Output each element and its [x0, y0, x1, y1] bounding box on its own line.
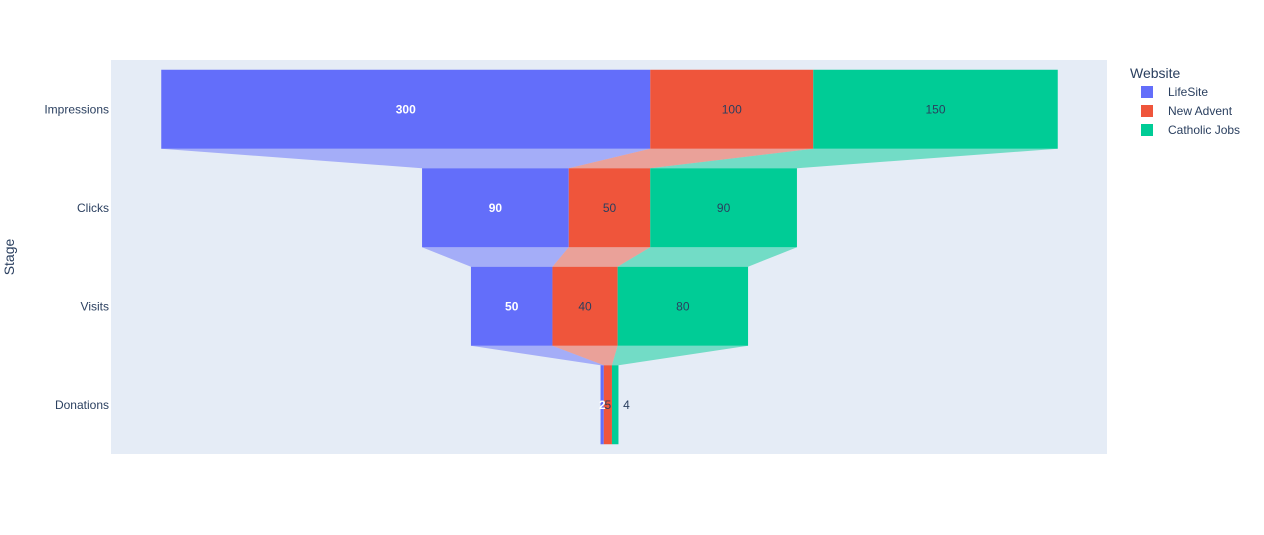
bar-label-catholic-jobs-visits: 80 — [676, 299, 690, 313]
legend-title: Website — [1130, 65, 1181, 81]
bar-label-new-advent-donations: 5 — [605, 398, 612, 412]
connector-lifesite-2 — [470, 345, 604, 366]
connector-layer — [161, 148, 1058, 366]
bar-new-advent-visits[interactable] — [552, 266, 618, 346]
y-tick-visits: Visits — [81, 299, 109, 313]
bar-label-layer: 300 100 150 90 50 90 50 40 80 2 5 4 — [396, 102, 946, 412]
legend-swatch-new-advent — [1141, 105, 1153, 117]
legend-label-catholic-jobs: Catholic Jobs — [1168, 123, 1240, 137]
bar-label-lifesite-donations: 2 — [599, 398, 606, 412]
bar-lifesite-impressions[interactable] — [161, 69, 651, 149]
bar-catholic-jobs-donations[interactable] — [611, 365, 619, 445]
legend-item-lifesite[interactable]: LifeSite — [1141, 85, 1208, 99]
bar-catholic-jobs-clicks[interactable] — [650, 168, 797, 248]
y-tick-donations: Donations — [55, 398, 109, 412]
bar-lifesite-visits[interactable] — [470, 266, 553, 346]
bar-new-advent-clicks[interactable] — [568, 168, 651, 248]
legend-swatch-catholic-jobs — [1141, 124, 1153, 136]
bar-label-catholic-jobs-donations: 4 — [623, 398, 630, 412]
legend-items: LifeSite New Advent Catholic Jobs — [1141, 85, 1240, 137]
connector-catholic-jobs-1 — [617, 247, 797, 267]
bar-label-new-advent-impressions: 100 — [722, 102, 742, 116]
y-tick-clicks: Clicks — [77, 201, 109, 215]
bar-catholic-jobs-impressions[interactable] — [813, 69, 1058, 149]
bar-label-catholic-jobs-impressions: 150 — [925, 102, 945, 116]
connector-new-advent-2 — [552, 345, 618, 366]
y-axis-tick-labels: Impressions Clicks Visits Donations — [44, 102, 109, 412]
connector-lifesite-1 — [422, 247, 569, 267]
connector-catholic-jobs-2 — [611, 345, 749, 366]
bar-new-advent-impressions[interactable] — [650, 69, 814, 149]
bar-new-advent-donations[interactable] — [603, 365, 612, 445]
connector-catholic-jobs-0 — [650, 148, 1058, 169]
connector-lifesite-0 — [161, 148, 651, 169]
bar-label-new-advent-clicks: 50 — [603, 201, 617, 215]
bar-lifesite-clicks[interactable] — [422, 168, 569, 248]
connector-new-advent-1 — [552, 247, 651, 267]
y-tick-impressions: Impressions — [44, 102, 109, 116]
legend-item-catholic-jobs[interactable]: Catholic Jobs — [1141, 123, 1240, 137]
bar-catholic-jobs-visits[interactable] — [617, 266, 749, 346]
bar-lifesite-donations[interactable] — [600, 365, 604, 445]
legend[interactable]: Website LifeSite New Advent Catholic Jobs — [1130, 65, 1240, 137]
bar-label-catholic-jobs-clicks: 90 — [717, 201, 731, 215]
bar-label-lifesite-clicks: 90 — [489, 201, 503, 215]
bar-label-lifesite-impressions: 300 — [396, 102, 416, 116]
legend-item-new-advent[interactable]: New Advent — [1141, 104, 1233, 118]
bar-layer — [161, 69, 1058, 445]
bar-label-lifesite-visits: 50 — [505, 299, 519, 313]
legend-label-lifesite: LifeSite — [1168, 85, 1208, 99]
y-axis-title: Stage — [1, 238, 17, 275]
legend-swatch-lifesite — [1141, 86, 1153, 98]
connector-new-advent-0 — [568, 148, 814, 169]
legend-label-new-advent: New Advent — [1168, 104, 1233, 118]
bar-label-new-advent-visits: 40 — [578, 299, 592, 313]
